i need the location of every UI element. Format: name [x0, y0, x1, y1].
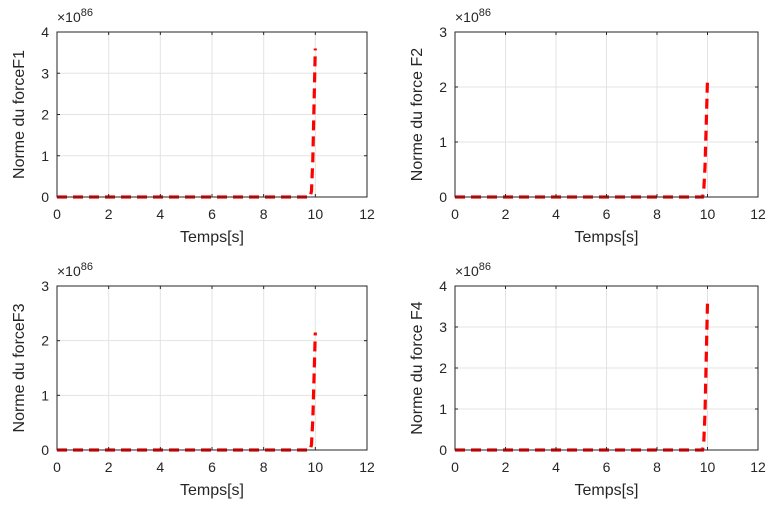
y-tick-label: 0 [41, 189, 49, 205]
y-tick-label: 2 [41, 333, 49, 349]
x-tick-label: 0 [451, 459, 459, 475]
y-tick-label: 0 [439, 442, 447, 458]
x-tick-label: 4 [552, 206, 560, 222]
y-tick-label: 1 [41, 387, 49, 403]
y-tick-label: 4 [439, 278, 447, 294]
x-tick-label: 12 [359, 206, 375, 222]
x-axis-label: Temps[s] [180, 229, 244, 246]
x-tick-label: 2 [105, 206, 113, 222]
x-tick-label: 0 [53, 459, 61, 475]
x-tick-label: 2 [502, 206, 510, 222]
y-exponent-label: ×1086 [57, 7, 93, 25]
series-line-1 [455, 78, 710, 199]
x-tick-label: 8 [260, 459, 268, 475]
x-tick-label: 4 [156, 206, 164, 222]
x-tick-label: 6 [208, 459, 216, 475]
y-tick-label: 2 [439, 79, 447, 95]
y-tick-label: 3 [41, 278, 49, 294]
x-tick-label: 4 [156, 459, 164, 475]
x-tick-label: 10 [700, 206, 716, 222]
y-tick-label: 0 [439, 189, 447, 205]
x-tick-label: 12 [359, 459, 375, 475]
x-tick-label: 6 [603, 459, 611, 475]
y-tick-label: 3 [41, 65, 49, 81]
y-tick-label: 4 [41, 24, 49, 40]
y-tick-label: 3 [439, 319, 447, 335]
x-axis-label: Temps[s] [574, 229, 638, 246]
y-axis-label: Norme du force F2 [409, 48, 426, 181]
y-exponent-label: ×1086 [455, 261, 491, 279]
y-exponent-label: ×1086 [455, 7, 491, 25]
x-tick-label: 10 [700, 459, 716, 475]
y-tick-label: 1 [439, 134, 447, 150]
y-axis-label: Norme du force F4 [409, 301, 426, 434]
x-tick-label: 12 [750, 206, 766, 222]
x-tick-label: 12 [750, 459, 766, 475]
x-tick-label: 4 [552, 459, 560, 475]
y-tick-label: 1 [41, 148, 49, 164]
x-axis-label: Temps[s] [180, 482, 244, 499]
x-tick-label: 0 [53, 206, 61, 222]
x-tick-label: 2 [502, 459, 510, 475]
y-tick-label: 2 [41, 107, 49, 123]
x-axis-label: Temps[s] [574, 482, 638, 499]
x-tick-label: 8 [653, 206, 661, 222]
x-tick-label: 6 [208, 206, 216, 222]
x-tick-label: 10 [308, 459, 324, 475]
y-tick-label: 1 [439, 401, 447, 417]
x-tick-label: 8 [260, 206, 268, 222]
x-tick-label: 10 [308, 206, 324, 222]
y-tick-label: 0 [41, 442, 49, 458]
y-axis-label: Norme du forceF1 [11, 50, 28, 179]
y-tick-label: 2 [439, 360, 447, 376]
y-tick-label: 3 [439, 24, 447, 40]
x-tick-label: 8 [653, 459, 661, 475]
y-exponent-label: ×1086 [57, 261, 93, 279]
x-tick-label: 6 [603, 206, 611, 222]
y-axis-label: Norme du forceF3 [11, 303, 28, 432]
x-tick-label: 0 [451, 206, 459, 222]
x-tick-label: 2 [105, 459, 113, 475]
